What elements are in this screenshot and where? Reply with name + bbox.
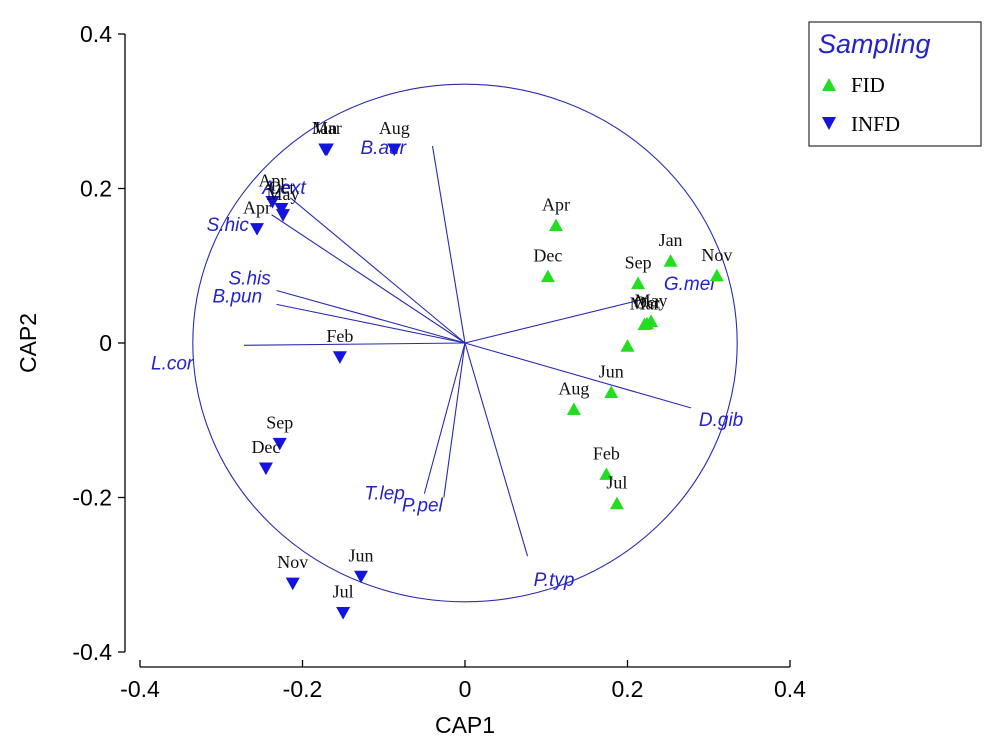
vector-label: D.gib bbox=[699, 410, 743, 431]
point-label: Jun bbox=[599, 361, 624, 381]
vector-label: T.lep bbox=[364, 484, 405, 505]
vector-line bbox=[431, 145, 466, 344]
vector-label: G.mel bbox=[664, 274, 715, 295]
x-tick-label: 0.4 bbox=[774, 676, 806, 702]
y-ticks: 0.4 0.2 0 -0.2 -0.4 bbox=[72, 21, 125, 665]
legend-infd-marker bbox=[822, 117, 836, 130]
vector-label: P.pel bbox=[402, 496, 444, 517]
data-point bbox=[549, 218, 563, 232]
vector-line bbox=[276, 289, 466, 344]
x-tick-label: -0.4 bbox=[120, 676, 160, 702]
point-label: Jan bbox=[313, 118, 337, 138]
data-point bbox=[604, 385, 619, 399]
point-label: Mar bbox=[630, 293, 660, 313]
point-label: May bbox=[635, 290, 668, 310]
vector-label: A.ext bbox=[261, 178, 306, 199]
point-label: Dec bbox=[251, 437, 280, 457]
vector-line bbox=[464, 342, 692, 409]
y-tick-label: 0 bbox=[99, 330, 112, 356]
vector-line bbox=[423, 342, 466, 494]
data-point bbox=[265, 196, 280, 209]
data-point bbox=[285, 577, 300, 591]
data-point bbox=[620, 339, 635, 352]
data-point bbox=[272, 437, 287, 451]
vector-label: B.aur bbox=[361, 138, 407, 159]
point-label: Jul bbox=[606, 473, 627, 493]
point-label: Jan bbox=[659, 230, 683, 250]
legend-box bbox=[808, 21, 982, 147]
vector-line bbox=[271, 214, 466, 344]
y-tick-label: -0.2 bbox=[72, 485, 112, 511]
point-label: Sep bbox=[625, 253, 652, 273]
legend-fid-label: FID bbox=[851, 73, 885, 97]
x-tick-label: 0 bbox=[459, 676, 472, 702]
legend-title: Sampling bbox=[818, 29, 931, 59]
data-point bbox=[709, 268, 724, 282]
point-label: Mar bbox=[312, 118, 342, 138]
data-point bbox=[566, 402, 581, 416]
data-point bbox=[663, 254, 678, 267]
data-point bbox=[631, 276, 646, 290]
point-label: Sep bbox=[266, 412, 293, 432]
data-point bbox=[250, 223, 264, 236]
point-label: Feb bbox=[326, 326, 353, 346]
point-label: Oct bbox=[634, 293, 660, 313]
data-point bbox=[276, 209, 290, 222]
vector-line bbox=[276, 303, 466, 344]
axes bbox=[124, 34, 790, 668]
data-point bbox=[609, 496, 624, 510]
vector-line bbox=[243, 342, 466, 346]
legend-infd-label: INFD bbox=[851, 112, 900, 136]
point-label: Nov bbox=[701, 245, 732, 265]
point-label: Apr bbox=[243, 198, 271, 218]
point-label: Jul bbox=[333, 582, 354, 602]
data-point bbox=[336, 607, 351, 620]
point-label: Dec bbox=[533, 246, 562, 266]
data-point bbox=[387, 143, 402, 157]
y-tick-label: 0.4 bbox=[80, 21, 112, 47]
vector-line bbox=[443, 342, 466, 498]
legend-fid-marker bbox=[822, 78, 836, 91]
data-point bbox=[354, 570, 368, 584]
x-ticks: -0.4 -0.2 0 0.2 0.4 bbox=[120, 660, 806, 702]
point-label: Apr bbox=[258, 171, 286, 191]
point-label: Aug bbox=[379, 118, 410, 138]
data-point bbox=[258, 462, 273, 476]
correlation-circle bbox=[192, 83, 738, 603]
point-label: Nov bbox=[277, 552, 308, 572]
point-label: Aug bbox=[558, 378, 589, 398]
y-tick-label: -0.4 bbox=[72, 639, 112, 665]
legend: Sampling FID INFD bbox=[808, 21, 982, 147]
data-point bbox=[599, 467, 614, 480]
data-point bbox=[540, 269, 555, 283]
point-label: Oct bbox=[268, 178, 294, 198]
y-axis-title: CAP2 bbox=[15, 313, 41, 373]
vector-line bbox=[289, 197, 466, 344]
vector-label: B.pun bbox=[213, 286, 263, 307]
data-point bbox=[332, 351, 347, 364]
x-tick-label: 0.2 bbox=[612, 676, 644, 702]
vector-label: S.hic bbox=[207, 215, 250, 236]
x-tick-label: -0.2 bbox=[283, 676, 323, 702]
vector-label: L.cor bbox=[151, 353, 194, 374]
vector-label: S.his bbox=[229, 268, 272, 289]
y-tick-label: 0.2 bbox=[80, 176, 112, 202]
x-axis-title: CAP1 bbox=[435, 712, 495, 738]
sample-points: AprDecJanNovSepMayOctMarJunAugFebJulJanM… bbox=[243, 118, 732, 620]
vector-line bbox=[464, 342, 529, 557]
data-point bbox=[637, 317, 652, 331]
data-point bbox=[319, 143, 334, 157]
vector-label: P.typ bbox=[534, 570, 575, 591]
point-label: May bbox=[267, 184, 300, 204]
point-label: Feb bbox=[593, 443, 620, 463]
point-label: Apr bbox=[542, 195, 570, 215]
point-label: Jun bbox=[348, 545, 373, 565]
vector-line bbox=[464, 297, 648, 344]
